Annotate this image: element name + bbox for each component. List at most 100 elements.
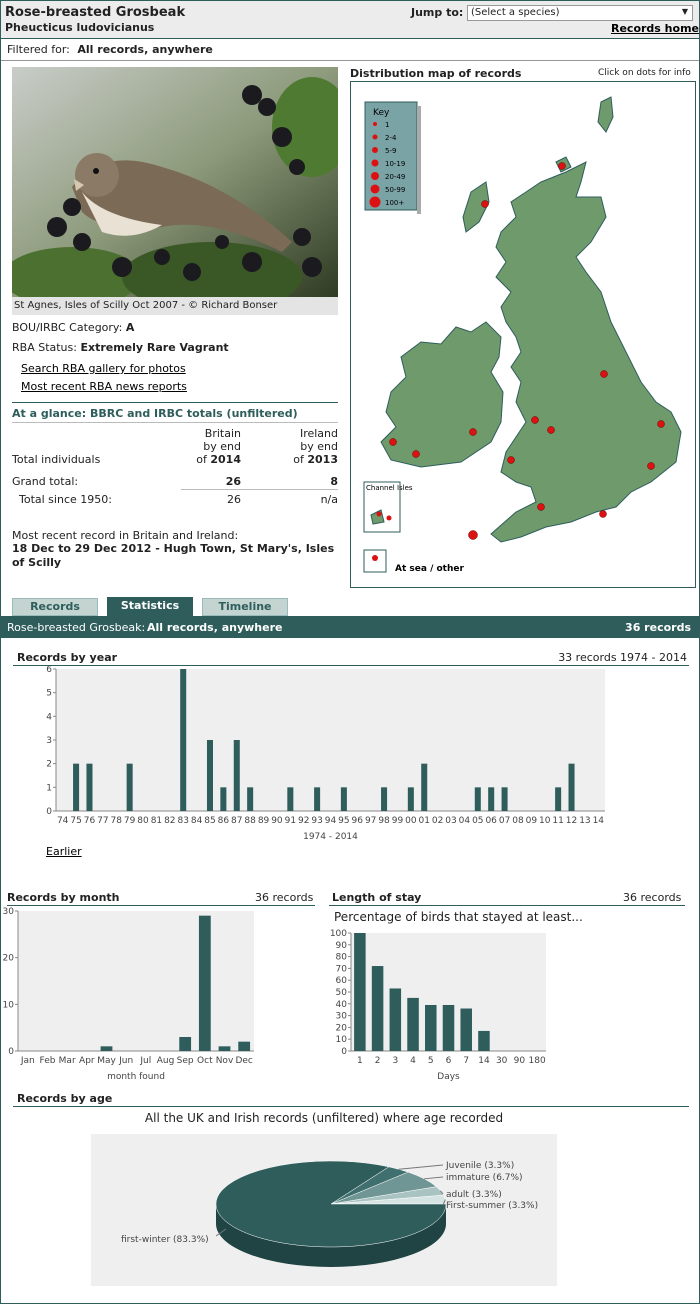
photo-caption-text: St Agnes, Isles of Scilly Oct 2007 - © R… (14, 300, 278, 311)
x-tick-label: 75 (70, 816, 81, 826)
record-dots (389, 162, 665, 540)
tab-statistics[interactable]: Statistics (107, 597, 193, 616)
records-home-link[interactable]: Records home (611, 22, 699, 35)
channel-isles-box: Channel Isles (363, 481, 413, 533)
key-dot (373, 122, 377, 126)
glance-title: At a glance: BBRC and IRBC totals (unfil… (12, 407, 298, 420)
row-since: Total since 1950: (19, 493, 112, 506)
bird-photo-image (12, 67, 338, 297)
since-britain: 26 (227, 493, 241, 506)
x-tick-label: 00 (405, 816, 417, 826)
stay-divider (329, 905, 685, 906)
x-tick-label: 2 (375, 1056, 381, 1066)
distribution-map[interactable]: Key 1 2-4 5-9 10-19 20-49 50-99 100+ (350, 81, 696, 588)
gallery-link[interactable]: Search RBA gallery for photos (21, 362, 186, 375)
x-tick-label: 76 (84, 816, 96, 826)
key-label: 10-19 (385, 160, 405, 168)
species-select-value: (Select a species) (471, 7, 560, 18)
x-tick-label: 98 (378, 816, 390, 826)
bar (371, 966, 384, 1051)
bar (381, 787, 388, 811)
y-tick-label: 40 (336, 1000, 348, 1010)
category-label: BOU/IRBC Category: (12, 321, 123, 334)
bar (180, 669, 187, 811)
month-chart: 0 10 20 30 Jan Feb Mar Apr May Jun Jul Aug Sep Oct Nov… (3, 907, 254, 1082)
x-tick-label: 82 (164, 816, 175, 826)
x-tick-label: Mar (59, 1056, 76, 1066)
x-tick-label: 96 (352, 816, 364, 826)
key-dot (372, 134, 378, 140)
row-grand: Grand total: (12, 475, 79, 488)
pie-side (216, 1204, 446, 1267)
bar (488, 787, 495, 811)
divider (1, 60, 699, 61)
x-tick-label: 95 (338, 816, 349, 826)
y-tick-label: 90 (336, 941, 348, 951)
x-tick-label: 90 (514, 1056, 526, 1066)
summary-filter: All records, anywhere (147, 621, 283, 634)
x-tick-label: 7 (463, 1056, 469, 1066)
pie-label: Juvenile (3.3%) (445, 1161, 514, 1171)
key-label: 20-49 (385, 173, 405, 181)
tab-timeline[interactable]: Timeline (202, 598, 288, 616)
ireland-shape (380, 321, 504, 468)
x-tick-label: Jul (139, 1056, 151, 1066)
x-tick-label: 83 (177, 816, 188, 826)
ireland-year: 2013 (307, 453, 338, 466)
map-dot (481, 200, 489, 208)
category-line: BOU/IRBC Category: A (12, 321, 134, 334)
x-tick-label: 94 (325, 816, 337, 826)
filter-value: All records, anywhere (77, 43, 213, 56)
stay-info: 36 records (623, 891, 682, 904)
britain-year: 2014 (210, 453, 241, 466)
x-tick-label: 77 (97, 816, 108, 826)
species-select[interactable]: (Select a species) ▼ (467, 5, 693, 21)
x-tick-label: 09 (526, 816, 538, 826)
key-label: 100+ (385, 199, 404, 207)
x-tick-label: 05 (472, 816, 483, 826)
tab-records[interactable]: Records (12, 598, 98, 616)
x-tick-label: 11 (552, 816, 563, 826)
y-tick-label: 0 (341, 1047, 347, 1057)
key-dot (370, 184, 380, 194)
x-tick-label: 99 (392, 816, 404, 826)
key-dot (369, 196, 381, 208)
month-info: 36 records (255, 891, 314, 904)
map-dot (469, 428, 477, 436)
ireland-head-3: of 2013 (293, 453, 338, 466)
shetland-shape (597, 96, 614, 133)
chart-plot-area (56, 669, 605, 811)
species-photo[interactable] (12, 67, 338, 297)
stay-chart-title: Percentage of birds that stayed at least… (334, 910, 583, 924)
bar (86, 763, 93, 811)
bar (218, 1046, 231, 1051)
summary-count: 36 records (625, 621, 691, 634)
y-tick-label: 2 (46, 760, 52, 770)
scientific-name: Pheucticus ludovicianus (5, 21, 155, 34)
stay-title: Length of stay (332, 891, 422, 904)
age-subtitle: All the UK and Irish records (unfiltered… (144, 1111, 504, 1125)
recent-value: 18 Dec to 29 Dec 2012 - Hugh Town, St Ma… (12, 542, 335, 569)
x-tick-label: 30 (496, 1056, 508, 1066)
map-key: Key 1 2-4 5-9 10-19 20-49 50-99 100+ (364, 101, 421, 214)
x-tick-label: 14 (593, 816, 605, 826)
bar (568, 763, 575, 811)
x-tick-label: 87 (231, 816, 242, 826)
x-tick-label: 79 (124, 816, 136, 826)
bar (501, 787, 508, 811)
x-tick-label: 74 (57, 816, 69, 826)
bar (407, 997, 419, 1051)
age-chart: Juvenile (3.3%) immature (6.7%) adult (3.3… (91, 1134, 557, 1286)
map-dot (389, 438, 397, 446)
earlier-link[interactable]: Earlier (46, 845, 82, 858)
news-link[interactable]: Most recent RBA news reports (21, 380, 187, 393)
age-title: Records by age (17, 1092, 113, 1105)
year-info: 33 records 1974 - 2014 (558, 651, 687, 664)
x-tick-label: 85 (204, 816, 215, 826)
x-tick-label: 93 (311, 816, 322, 826)
x-axis-label: month found (107, 1072, 165, 1082)
x-tick-label: 91 (285, 816, 296, 826)
